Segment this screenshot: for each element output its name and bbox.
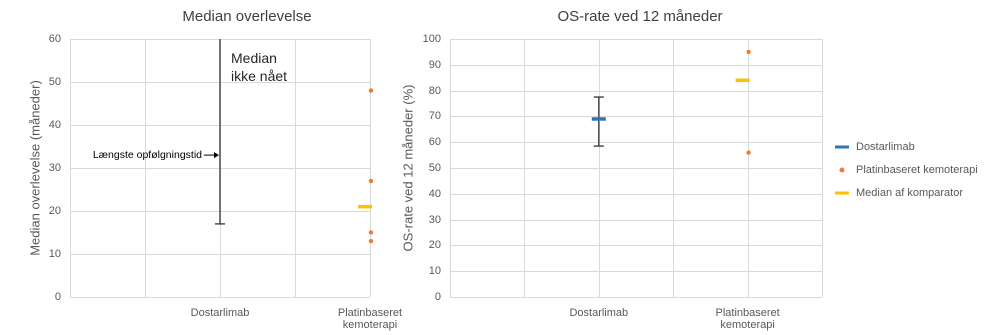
- legend-marker-dot: [833, 164, 851, 176]
- chart-title: OS-rate ved 12 måneder: [557, 8, 723, 25]
- annotation-text: Median ikke nået: [231, 49, 287, 85]
- y-axis-title: OS-rate ved 12 måneder (%): [400, 84, 416, 252]
- x-category-label: Platinbaseret kemoterapi: [715, 307, 780, 331]
- data-point-dot: [368, 238, 374, 244]
- y-tick-label: 0: [434, 291, 441, 303]
- data-point-dash: [358, 204, 372, 209]
- y-tick-label: 90: [428, 58, 441, 71]
- data-point-dash: [735, 78, 750, 83]
- chart-title: Median overlevelse: [182, 8, 312, 25]
- y-tick-label: 0: [54, 291, 61, 303]
- plot-area: [450, 39, 823, 298]
- annotation-line: Median: [231, 50, 277, 66]
- data-point-dash: [591, 117, 606, 121]
- data-point-dot: [746, 150, 751, 155]
- y-tick-label: 30: [428, 213, 441, 226]
- data-point-dot: [368, 178, 374, 184]
- annotation-label: Længste opfølgningstid: [92, 149, 202, 162]
- y-tick-label: 20: [428, 239, 441, 252]
- y-tick-label: 10: [48, 248, 61, 260]
- x-category-label: Dostarlimab: [569, 307, 629, 319]
- chart-median-overlevelse: Median overlevelse Median overlevelse (m…: [0, 0, 403, 335]
- y-axis-title: Median overlevelse (måneder): [27, 80, 43, 256]
- plot-area: [70, 39, 374, 298]
- y-tick-label: 10: [428, 265, 441, 278]
- x-category-label: Dostarlimab: [190, 307, 250, 319]
- y-tick-label: 80: [428, 84, 441, 97]
- chart-os-rate-12-maaneder: OS-rate ved 12 måneder OS-rate ved 12 må…: [385, 0, 833, 335]
- legend-marker-dash: [833, 187, 851, 199]
- x-category-label: Platinbaseret kemoterapi: [337, 307, 403, 331]
- data-point-dot: [368, 230, 374, 235]
- y-tick-label: 20: [48, 205, 61, 217]
- data-point-dot: [746, 49, 751, 55]
- legend: Dostarlimab Platinbaseret kemoterapi Med…: [833, 135, 985, 204]
- legend-item-dostarlimab: Dostarlimab: [833, 135, 985, 158]
- legend-marker-dash: [833, 141, 851, 153]
- legend-item-median-komparator: Median af komparator: [833, 181, 985, 204]
- legend-item-platinbaseret: Platinbaseret kemoterapi: [833, 158, 985, 181]
- legend-label: Platinbaseret kemoterapi: [856, 163, 978, 176]
- y-tick-label: 70: [428, 110, 441, 123]
- data-point-dot: [368, 88, 374, 93]
- y-tick-label: 60: [428, 136, 441, 149]
- y-tick-label: 30: [48, 162, 61, 174]
- legend-label: Median af komparator: [856, 186, 963, 199]
- y-tick-label: 40: [428, 187, 441, 200]
- y-tick-label: 50: [48, 76, 61, 88]
- y-tick-label: 100: [422, 33, 441, 45]
- y-tick-label: 50: [428, 162, 441, 174]
- y-tick-label: 60: [48, 33, 61, 45]
- y-tick-label: 40: [48, 119, 61, 131]
- legend-label: Dostarlimab: [856, 140, 915, 153]
- annotation-arrowhead: [214, 152, 219, 159]
- annotation-line: ikke nået: [231, 68, 288, 84]
